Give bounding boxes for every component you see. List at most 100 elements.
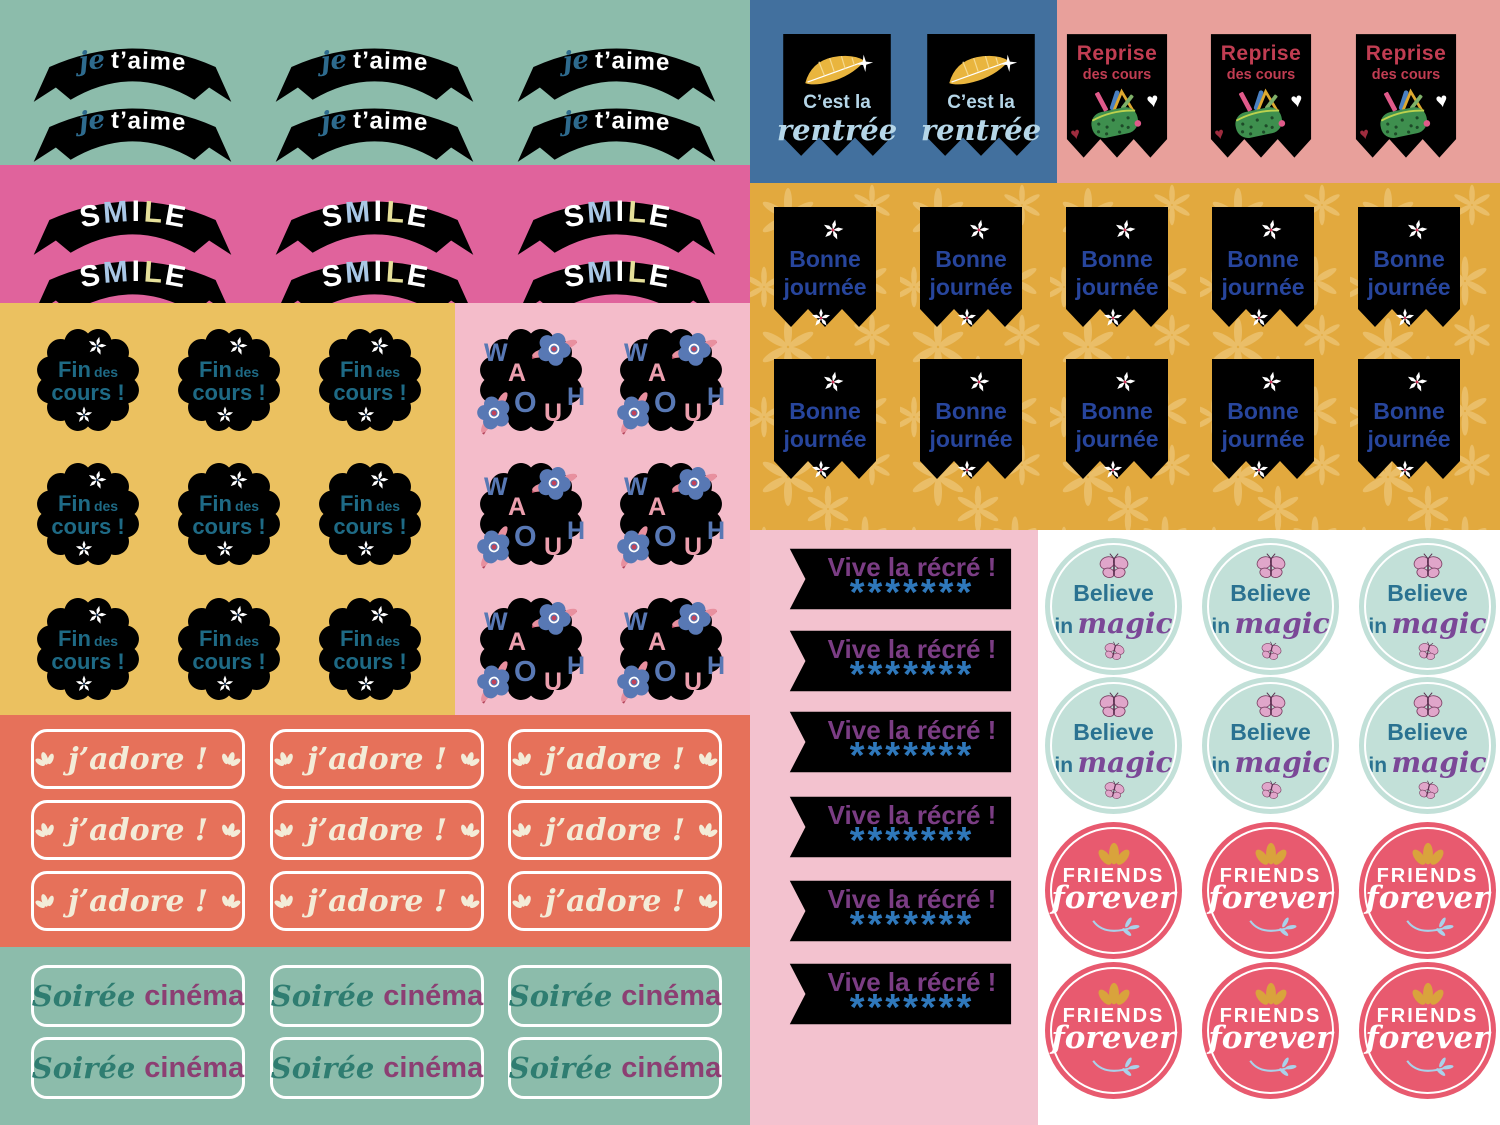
waouh-letter: A: [648, 359, 667, 387]
circle-ring: [1207, 682, 1334, 809]
waouh-letter: A: [648, 628, 667, 656]
sticker-vive-la-recre: Vive la récré ! *******: [780, 545, 1015, 613]
bonne-line1: Bonne: [789, 246, 861, 272]
sticker-je-taime: je t’aime: [272, 86, 477, 165]
fin-line2: cours !: [333, 514, 407, 539]
star-flower-icon: [1395, 460, 1415, 479]
star-flower-icon: [85, 468, 109, 491]
sticker-soiree-cinema: Soirée cinéma: [508, 1037, 722, 1099]
fin-word2: des: [375, 363, 401, 380]
je-taime-word1: je: [561, 104, 591, 138]
trefoil-leaf-icon: [509, 748, 535, 770]
star-flower-icon: [226, 603, 250, 626]
bonne-line2: journée: [1221, 274, 1305, 300]
bonne-line2: journée: [1367, 274, 1451, 300]
trefoil-leaf-icon: [218, 890, 244, 912]
sticker-fin-des-cours: Fin des cours !: [307, 586, 433, 712]
star-flower-icon: [957, 308, 977, 327]
trefoil-leaf-icon: [695, 819, 721, 841]
trefoil-leaf-icon: [457, 748, 483, 770]
star-flower-icon: [367, 603, 391, 626]
circle-ring: [1364, 543, 1491, 670]
soiree-word2: cinéma: [144, 979, 245, 1012]
star-flower-icon: [1249, 308, 1269, 327]
waouh-letter: U: [684, 668, 703, 696]
smile-letter: M: [101, 255, 129, 290]
jadore-label: j’adore !: [306, 812, 448, 848]
bonne-line1: Bonne: [1373, 246, 1445, 272]
section-smile: SMILE SMILE SMILE SMILE SMILE SMILE: [0, 165, 750, 303]
section-jadore: j’adore ! j’adore ! j’adore ! j’adore ! …: [0, 715, 750, 947]
bonne-line2: journée: [783, 274, 867, 300]
reprise-line2: des cours: [1371, 67, 1441, 83]
sticker-friends-forever: FRIENDS forever: [1045, 822, 1182, 959]
trefoil-leaf-icon: [271, 890, 297, 912]
vive-asterisks: *******: [849, 656, 975, 688]
sticker-jadore: j’adore !: [31, 729, 245, 789]
je-taime-word2: t’aime: [110, 46, 187, 77]
soiree-word1: Soirée: [508, 979, 613, 1013]
waouh-letter: H: [567, 517, 586, 545]
bonne-line2: journée: [783, 426, 867, 452]
sticker-vive-la-recre: Vive la récré ! *******: [780, 877, 1015, 945]
reprise-line1: Reprise: [1365, 42, 1447, 65]
star-flower-icon: [367, 334, 391, 357]
circle-ring: [1364, 827, 1491, 954]
sticker-smile: SMILE: [30, 239, 235, 303]
bonne-line2: journée: [1367, 426, 1451, 452]
star-flower-icon: [1112, 217, 1138, 242]
star-flower-icon: [1249, 460, 1269, 479]
sticker-fin-des-cours: Fin des cours !: [25, 317, 151, 443]
bonne-line1: Bonne: [935, 398, 1007, 424]
je-taime-word1: je: [77, 104, 107, 138]
circle-ring: [1207, 967, 1334, 1094]
bonne-line2: journée: [1075, 426, 1159, 452]
bonne-line1: Bonne: [935, 246, 1007, 272]
pencil-case-icon: [1087, 88, 1145, 142]
trefoil-leaf-icon: [218, 748, 244, 770]
sticker-vive-la-recre: Vive la récré ! *******: [780, 627, 1015, 695]
jadore-label: j’adore !: [67, 812, 209, 848]
section-rentree: C’est la rentrée C’est la rentrée: [750, 0, 1057, 183]
je-taime-word1: je: [319, 104, 349, 138]
reprise-line1: Reprise: [1220, 42, 1302, 65]
waouh-letter: O: [514, 387, 537, 419]
fin-line2: cours !: [333, 649, 407, 674]
fin-word2: des: [93, 363, 119, 380]
soiree-word2: cinéma: [621, 1051, 722, 1084]
soiree-word1: Soirée: [270, 979, 375, 1013]
pencil-case-icon: [1376, 88, 1434, 142]
bonne-line2: journée: [1221, 426, 1305, 452]
sticker-fin-des-cours: Fin des cours !: [166, 317, 292, 443]
section-circle-stickers: Believe in magic Believe in magic Believe i…: [1038, 530, 1500, 1125]
rentree-line2: rentrée: [776, 113, 898, 147]
fin-line2: cours !: [51, 649, 125, 674]
waouh-letter: W: [484, 608, 508, 636]
je-taime-word1: je: [77, 44, 107, 78]
vive-label: Vive la récré !: [827, 967, 997, 997]
sticker-reprise: Reprise des cours ♥ ♥: [1352, 30, 1460, 170]
sticker-friends-forever: FRIENDS forever: [1202, 822, 1339, 959]
star-flower-icon: [811, 460, 831, 479]
vive-asterisks: *******: [849, 822, 975, 854]
sticker-bonne-journee: Bonne journée: [1062, 203, 1172, 339]
waouh-letter: A: [648, 493, 667, 521]
circle-ring: [1364, 682, 1491, 809]
feather-icon: [946, 52, 1020, 87]
fin-word1: Fin: [57, 356, 91, 382]
smile-letter: I: [373, 195, 382, 228]
je-taime-word2: t’aime: [110, 106, 187, 137]
star-flower-icon: [75, 406, 93, 423]
sticker-vive-la-recre: Vive la récré ! *******: [780, 793, 1015, 861]
waouh-letter: O: [654, 387, 677, 419]
soiree-word1: Soirée: [31, 979, 136, 1013]
star-flower-icon: [226, 334, 250, 357]
sticker-bonne-journee: Bonne journée: [770, 203, 880, 339]
trefoil-leaf-icon: [271, 819, 297, 841]
fin-word2: des: [93, 632, 119, 649]
je-taime-word1: je: [561, 44, 591, 78]
je-taime-word1: je: [319, 44, 349, 78]
je-taime-word2: t’aime: [352, 46, 429, 77]
star-flower-icon: [820, 217, 846, 242]
star-flower-icon: [216, 675, 234, 692]
